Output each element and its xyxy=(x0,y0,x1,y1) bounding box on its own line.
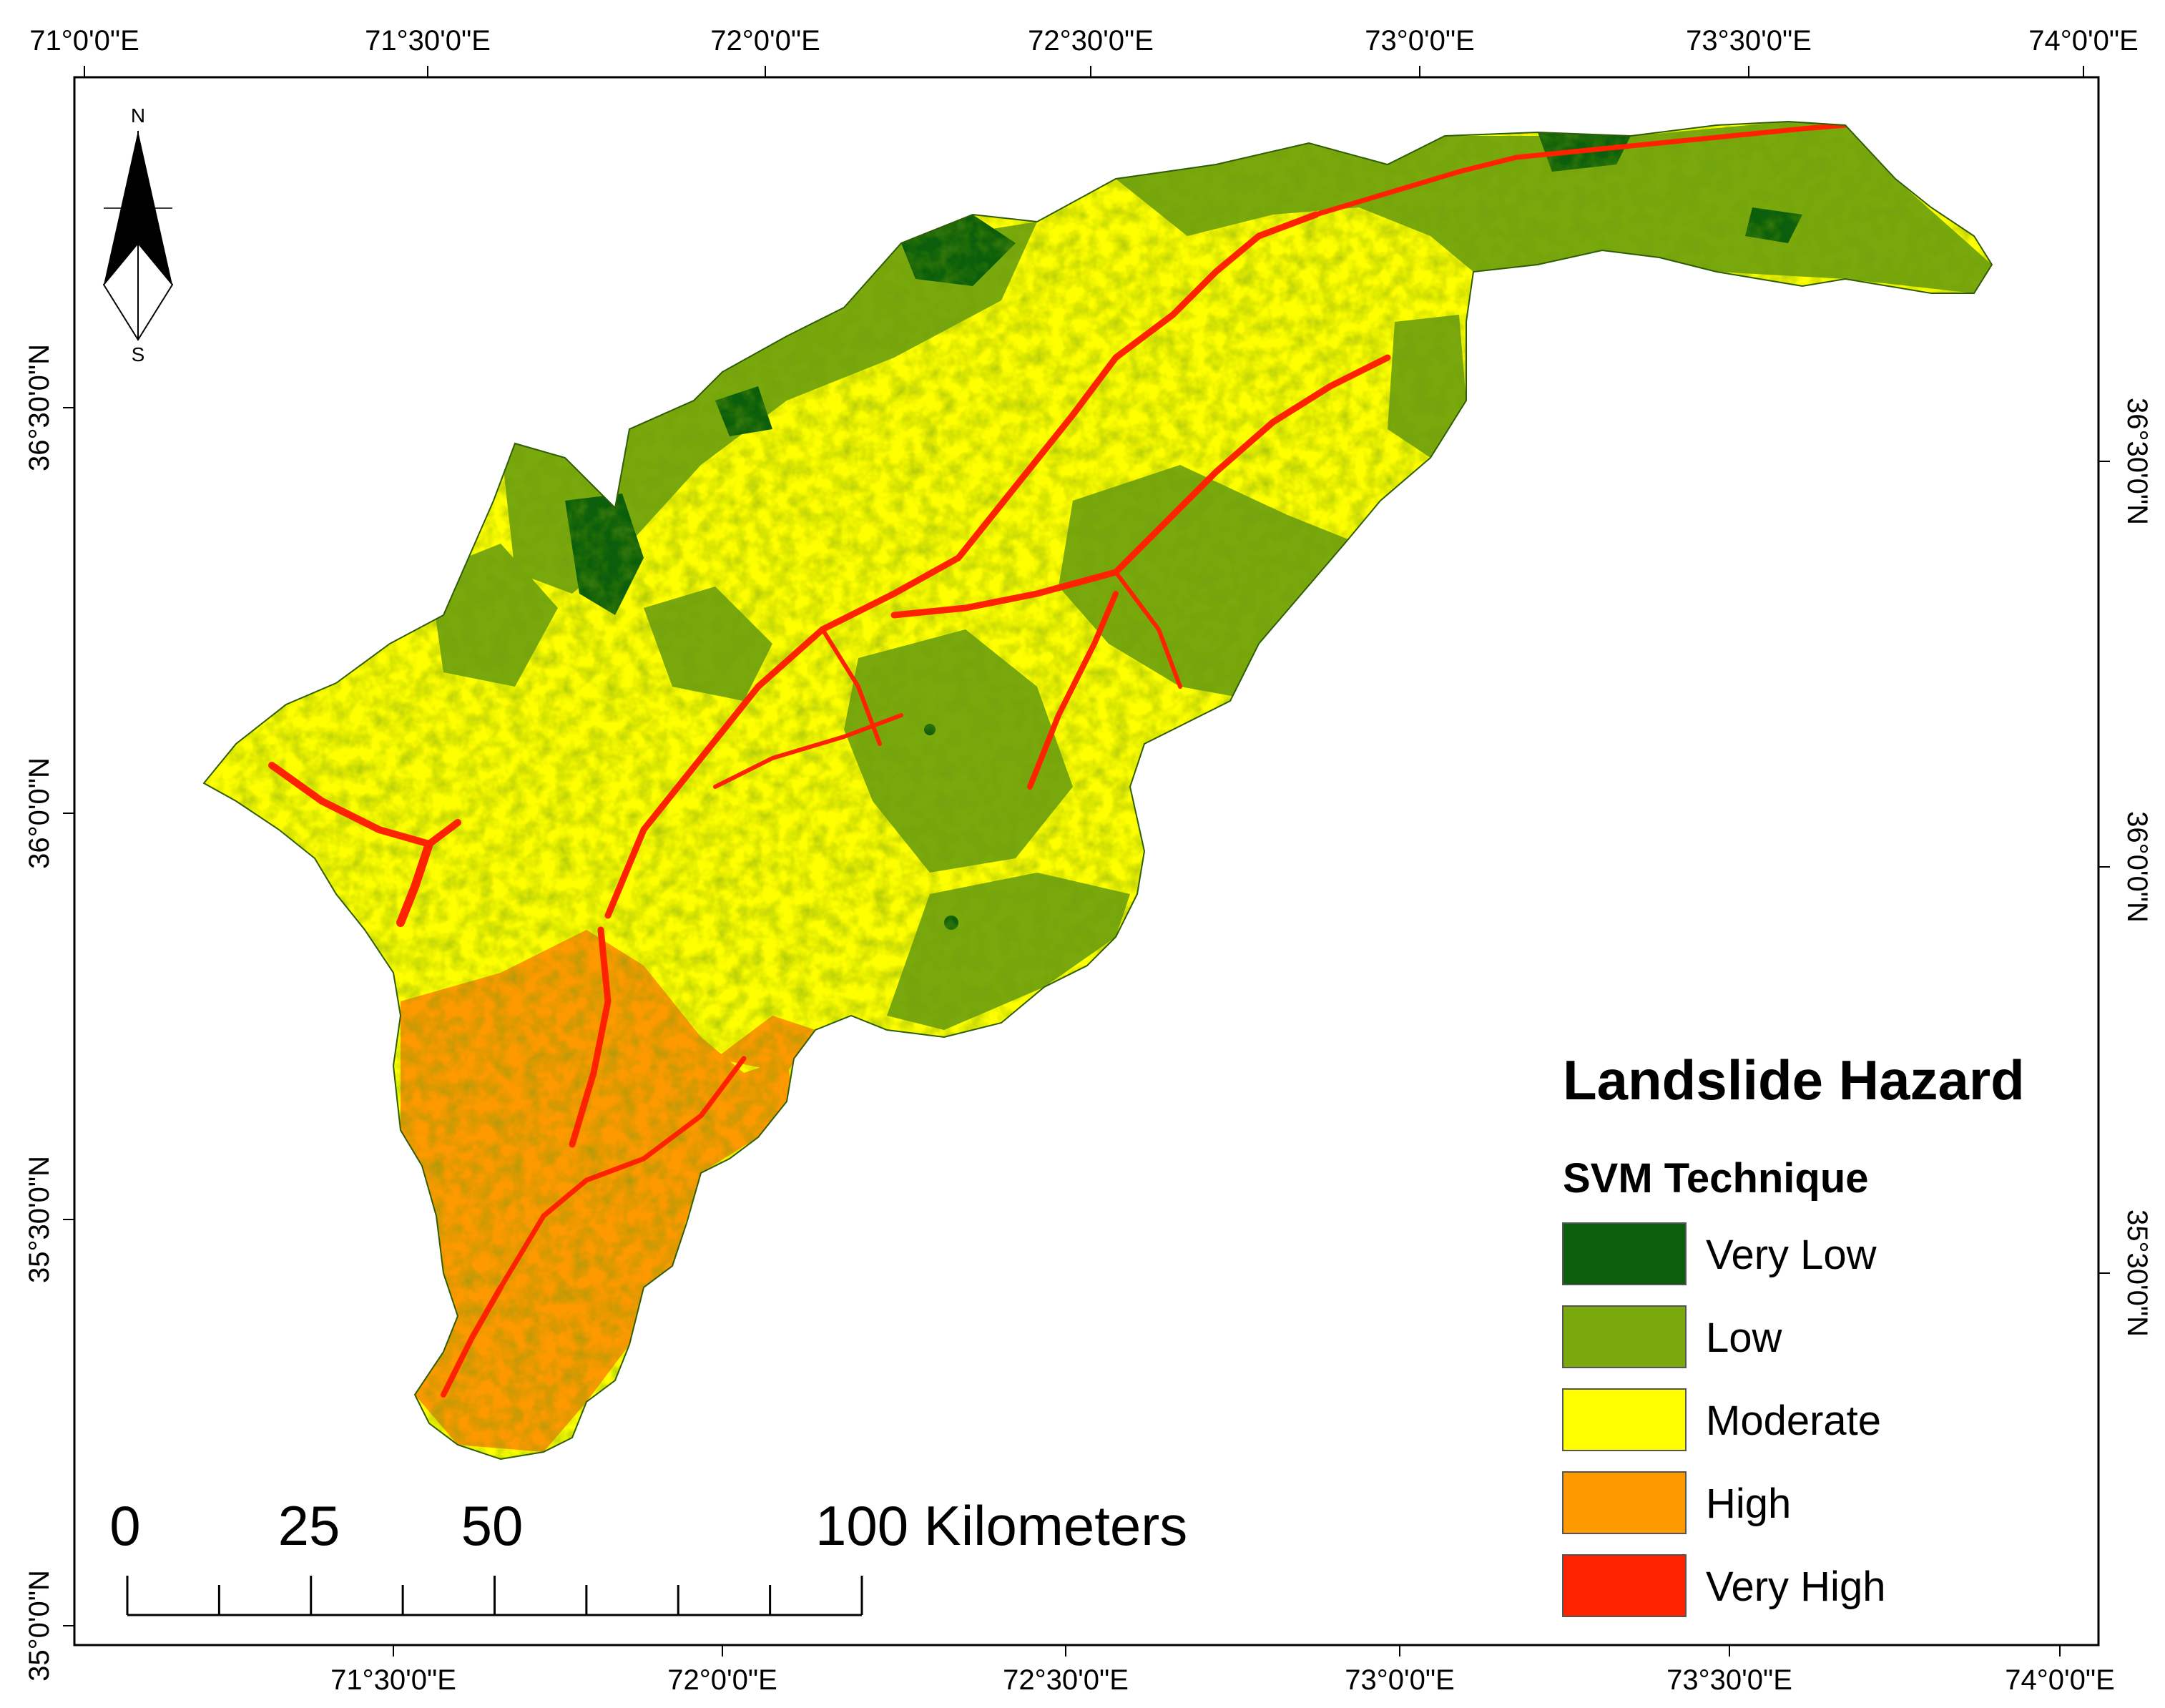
bottom-tick-label: 73°30'0"E xyxy=(1666,1664,1792,1696)
scale-label: 25 xyxy=(278,1494,340,1557)
left-tick-label: 36°30'0"N xyxy=(24,344,55,471)
right-tick-label: 35°30'0"N xyxy=(2121,1209,2153,1337)
legend-title: Landslide Hazard xyxy=(1563,1049,2025,1111)
bottom-tick-label: 71°30'0"E xyxy=(330,1664,456,1696)
top-tick-label: 71°30'0"E xyxy=(365,25,491,57)
right-tick-label: 36°30'0"N xyxy=(2121,398,2153,525)
legend-subtitle: SVM Technique xyxy=(1563,1155,1869,1202)
south-label: S xyxy=(132,343,145,365)
legend-swatch-very-high xyxy=(1562,1554,1687,1617)
legend-label-very-high: Very High xyxy=(1706,1564,1885,1610)
north-label: N xyxy=(131,104,145,127)
legend-label-high: High xyxy=(1706,1481,1791,1527)
bottom-tick-label: 72°0'0"E xyxy=(667,1664,777,1696)
top-tick-label: 74°0'0"E xyxy=(2028,25,2139,57)
graticule-ticks: 71°0'0"E 71°30'0"E 72°0'0"E 72°30'0"E 73°0'0… xyxy=(24,25,2153,1696)
legend-label-low: Low xyxy=(1706,1315,1783,1361)
scale-label: 100 Kilometers xyxy=(815,1494,1187,1557)
bottom-tick-label: 74°0'0"E xyxy=(2005,1664,2115,1696)
scale-label: 50 xyxy=(461,1494,524,1557)
legend-label-very-low: Very Low xyxy=(1706,1232,1877,1278)
scale-label: 0 xyxy=(109,1494,140,1557)
right-tick-label: 36°0'0"N xyxy=(2121,811,2153,923)
top-tick-label: 71°0'0"E xyxy=(29,25,139,57)
bottom-tick-label: 72°30'0"E xyxy=(1003,1664,1129,1696)
bottom-tick-label: 73°0'0"E xyxy=(1345,1664,1455,1696)
top-tick-label: 72°30'0"E xyxy=(1028,25,1154,57)
legend-swatch-high xyxy=(1562,1471,1687,1534)
left-tick-label: 36°0'0"N xyxy=(24,757,55,869)
scale-ticks xyxy=(126,1576,863,1615)
top-tick-label: 73°30'0"E xyxy=(1686,25,1812,57)
scale-bar: 0 25 50 100 Kilometers xyxy=(109,1494,1187,1616)
very-high-hazard-corridors xyxy=(268,122,1848,1398)
top-tick-label: 72°0'0"E xyxy=(710,25,820,57)
scale-labels: 0 25 50 100 Kilometers xyxy=(109,1494,1187,1557)
left-tick-label: 35°0'0"N xyxy=(24,1570,55,1682)
top-tick-label: 73°0'0"E xyxy=(1365,25,1475,57)
legend-label-moderate: Moderate xyxy=(1706,1398,1881,1444)
left-tick-label: 35°30'0"N xyxy=(24,1156,55,1283)
legend-swatch-moderate xyxy=(1562,1388,1687,1451)
legend-items: Very Low Low Moderate High Very High xyxy=(1562,1222,1885,1617)
north-arrow: N S xyxy=(102,104,174,365)
legend-swatch-low xyxy=(1562,1305,1687,1368)
legend-swatch-very-low xyxy=(1562,1222,1687,1285)
legend: Landslide Hazard SVM Technique Very Low L… xyxy=(1562,1049,2025,1617)
